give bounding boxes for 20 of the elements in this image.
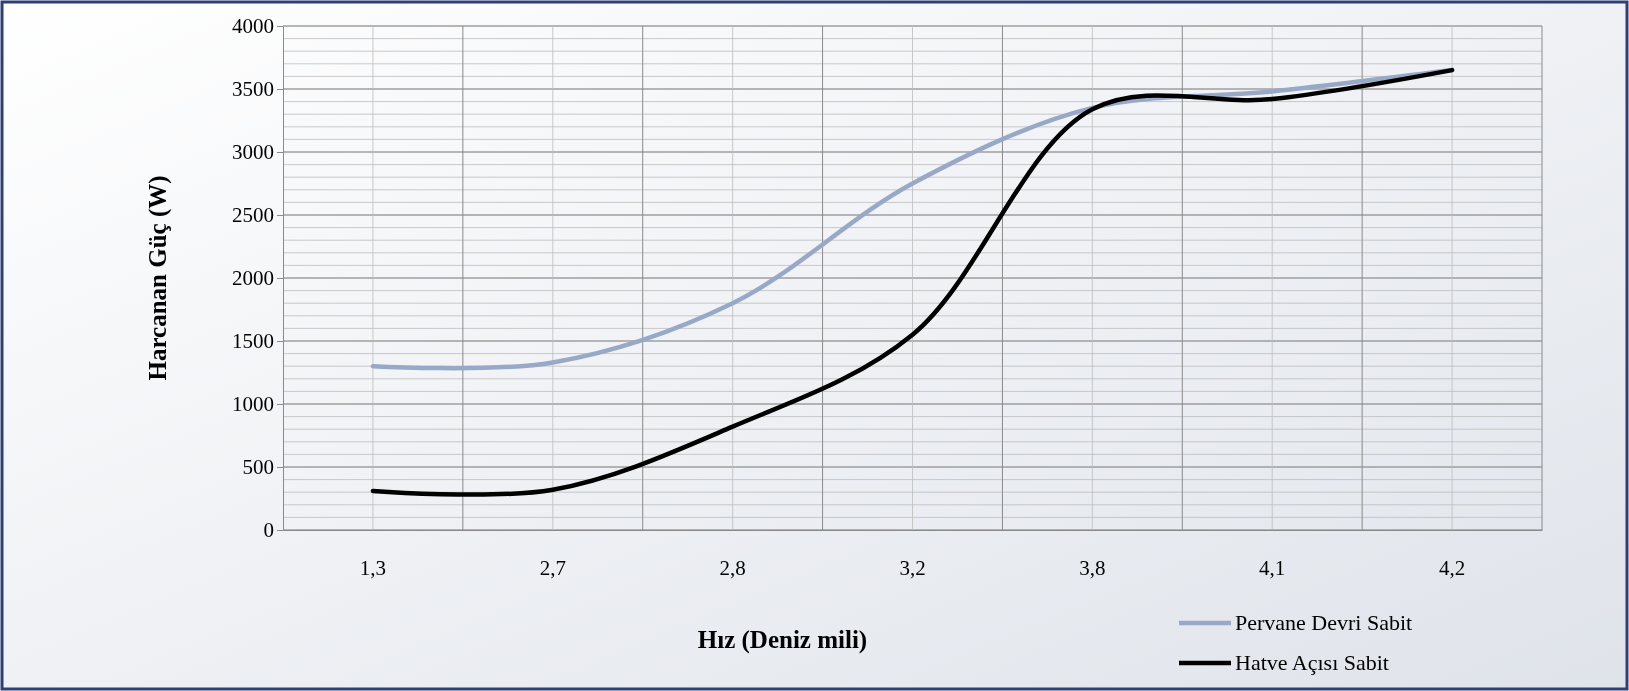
x-tick-label: 1,3 <box>359 555 387 580</box>
y-tick-label: 3500 <box>232 77 274 102</box>
y-tick-label: 500 <box>242 455 274 480</box>
y-axis-title: Harcanan Güç (W) <box>144 175 172 381</box>
x-tick-label: 3,2 <box>899 555 926 580</box>
y-tick-label: 1000 <box>232 392 274 417</box>
y-tick-label: 4000 <box>232 14 274 39</box>
x-tick-label: 3,8 <box>1079 555 1106 580</box>
y-tick-label: 2500 <box>232 203 274 228</box>
x-tick-label: 4,1 <box>1259 555 1286 580</box>
x-tick-label: 4,2 <box>1438 555 1466 580</box>
y-tick-label: 2000 <box>232 266 274 291</box>
x-tick-label: 2,8 <box>719 555 746 580</box>
legend-label: Hatve Açısı Sabit <box>1235 650 1389 675</box>
y-tick-label: 1500 <box>232 329 274 354</box>
y-tick-label: 0 <box>263 518 274 543</box>
y-tick-label: 3000 <box>232 140 274 165</box>
x-tick-label: 2,7 <box>539 555 566 580</box>
x-axis-title: Hız (Deniz mili) <box>697 626 868 654</box>
legend-label: Pervane Devri Sabit <box>1235 610 1413 635</box>
